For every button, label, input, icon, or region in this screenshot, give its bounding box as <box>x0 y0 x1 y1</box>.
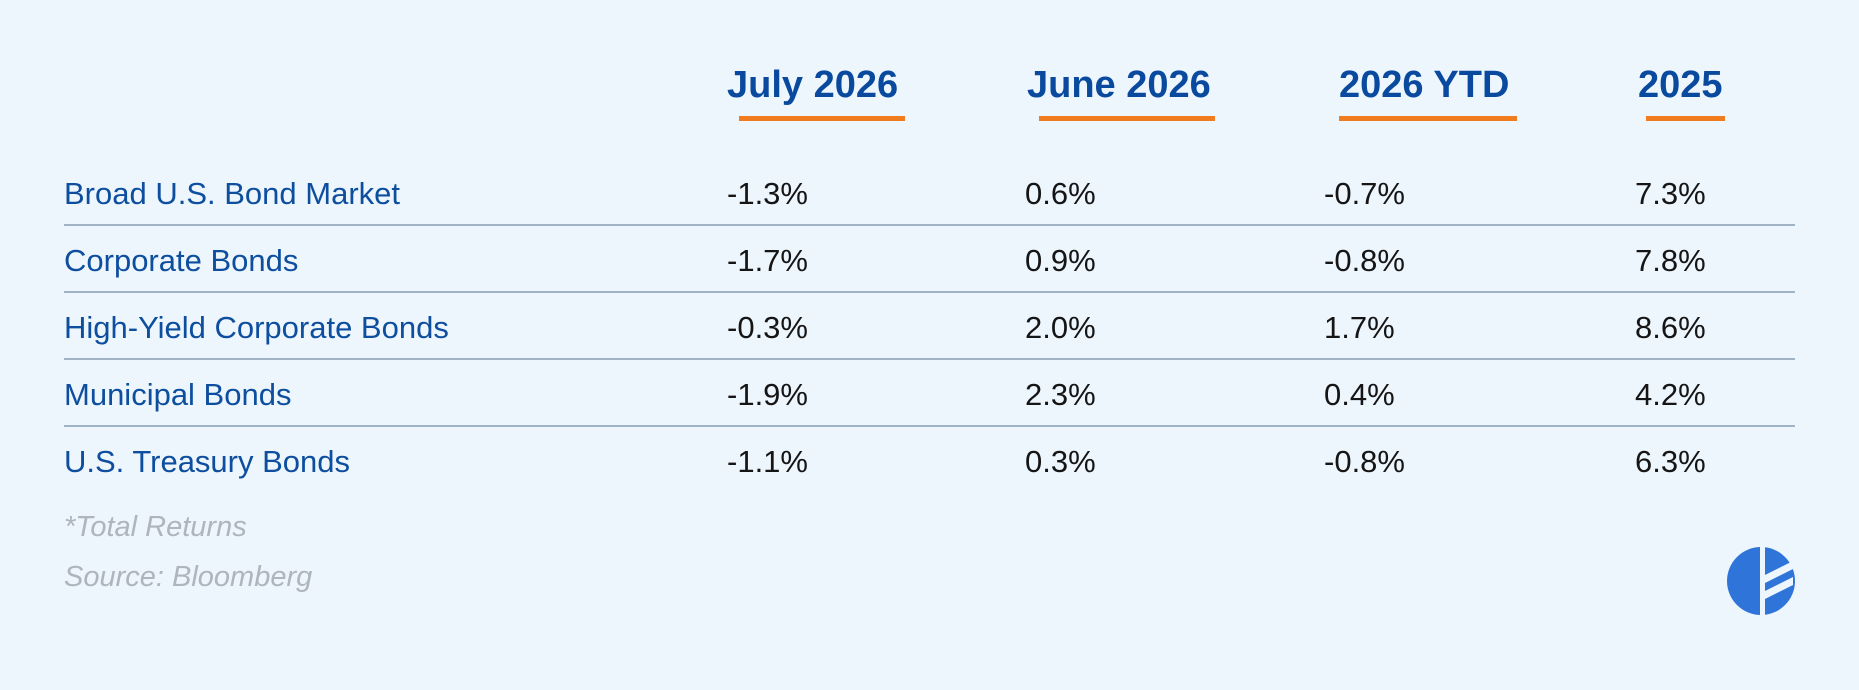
header-underline <box>1339 116 1517 121</box>
cell-treasury-2025: 6.3% <box>1635 444 1706 479</box>
row-divider <box>64 224 1795 226</box>
row-divider <box>64 291 1795 293</box>
cell-high-yield-2025: 8.6% <box>1635 310 1706 345</box>
column-header-july-2026: July 2026 <box>727 64 905 121</box>
cell-broad-june-2026: 0.6% <box>1025 176 1096 211</box>
header-underline <box>1039 116 1215 121</box>
column-header-2026-ytd: 2026 YTD <box>1339 64 1517 121</box>
cell-treasury-july-2026: -1.1% <box>727 444 808 479</box>
cell-treasury-2026-ytd: -0.8% <box>1324 444 1405 479</box>
cell-corporate-july-2026: -1.7% <box>727 243 808 278</box>
row-label-us-treasury-bonds: U.S. Treasury Bonds <box>64 444 351 479</box>
cell-corporate-june-2026: 0.9% <box>1025 243 1096 278</box>
row-divider <box>64 358 1795 360</box>
cell-municipal-2025: 4.2% <box>1635 377 1706 412</box>
cell-treasury-june-2026: 0.3% <box>1025 444 1096 479</box>
row-divider <box>64 425 1795 427</box>
row-label-municipal-bonds: Municipal Bonds <box>64 377 292 412</box>
cell-municipal-july-2026: -1.9% <box>727 377 808 412</box>
source-note: Source: Bloomberg <box>64 561 313 593</box>
row-label-high-yield-corporate-bonds: High-Yield Corporate Bonds <box>64 310 449 345</box>
cell-broad-2026-ytd: -0.7% <box>1324 176 1405 211</box>
row-label-corporate-bonds: Corporate Bonds <box>64 243 299 278</box>
header-underline <box>739 116 905 121</box>
footnote-total-returns: *Total Returns <box>64 511 247 543</box>
cell-high-yield-2026-ytd: 1.7% <box>1324 310 1395 345</box>
cell-high-yield-july-2026: -0.3% <box>727 310 808 345</box>
cell-corporate-2026-ytd: -0.8% <box>1324 243 1405 278</box>
cell-municipal-2026-ytd: 0.4% <box>1324 377 1395 412</box>
cell-municipal-june-2026: 2.3% <box>1025 377 1096 412</box>
column-header-2025: 2025 <box>1638 64 1725 121</box>
column-header-june-2026: June 2026 <box>1027 64 1215 121</box>
cell-broad-july-2026: -1.3% <box>727 176 808 211</box>
header-underline <box>1646 116 1725 121</box>
brand-logo-icon <box>1725 545 1797 617</box>
cell-corporate-2025: 7.8% <box>1635 243 1706 278</box>
row-label-broad-us-bond-market: Broad U.S. Bond Market <box>64 176 400 211</box>
cell-high-yield-june-2026: 2.0% <box>1025 310 1096 345</box>
cell-broad-2025: 7.3% <box>1635 176 1706 211</box>
